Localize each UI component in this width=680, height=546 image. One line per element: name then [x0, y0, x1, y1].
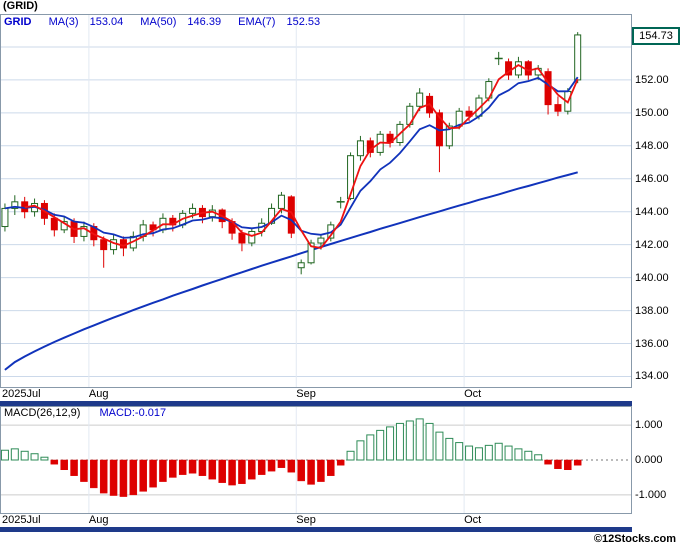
price-tick-label: 142.00	[635, 238, 669, 251]
price-tick-label: 138.00	[635, 304, 669, 317]
time-tick-label: Sep	[296, 514, 316, 526]
time-tick-label: Aug	[88, 514, 109, 526]
price-tick-label: 146.00	[635, 172, 669, 185]
macd-legend: MACD(26,12,9) MACD:-0.017	[4, 407, 166, 419]
price-tick-label: 148.00	[635, 139, 669, 152]
macd-tick-label: 0.000	[635, 454, 663, 466]
time-axis-macd: 2025Jul Aug Sep Oct	[0, 514, 632, 527]
price-tick-label: 134.00	[635, 370, 669, 383]
time-tick-label: Aug	[88, 388, 109, 400]
time-axis-main: 2025Jul Aug Sep Oct	[0, 388, 632, 401]
ma3-label: MA(3)	[48, 16, 79, 28]
last-price-badge: 154.73	[632, 26, 680, 45]
time-tick-label: Oct	[464, 514, 482, 526]
time-tick-label: Oct	[464, 388, 482, 400]
macd-chart[interactable]: MACD(26,12,9) MACD:-0.017	[0, 406, 632, 514]
price-axis: 154.73 152.00 150.00 148.00 146.00 144.00 142…	[632, 0, 680, 546]
time-tick-label: Sep	[296, 388, 316, 400]
price-tick-label: 150.00	[635, 106, 669, 119]
copyright-watermark: ©12Stocks.com	[593, 533, 676, 545]
ema7-label: EMA(7)	[238, 16, 276, 28]
macd-tick-label: -1.000	[635, 488, 667, 501]
footer-bar: ©12Stocks.com	[0, 532, 676, 546]
macd-chart-canvas[interactable]	[0, 406, 632, 514]
macd-tick-label: 1.000	[635, 419, 663, 432]
price-chart-canvas[interactable]	[0, 14, 632, 388]
price-chart[interactable]: GRID MA(3) 153.04 MA(50) 146.39 EMA(7) 1…	[0, 14, 632, 388]
time-tick-label: 2025Jul	[2, 514, 41, 526]
ma50-value: 146.39	[187, 16, 222, 28]
axis-divider-bar-top	[0, 401, 632, 406]
page-title-bar: (GRID)	[0, 0, 38, 14]
macd-value: MACD:-0.017	[99, 407, 167, 419]
price-tick-label: 140.00	[635, 271, 669, 284]
price-tick-label: 144.00	[635, 205, 669, 218]
time-tick-label: 2025Jul	[2, 388, 41, 400]
page-title: (GRID)	[3, 0, 38, 12]
symbol-label: GRID	[4, 16, 32, 28]
price-tick-label: 136.00	[635, 337, 669, 350]
price-tick-label: 152.00	[635, 73, 669, 86]
ma3-value: 153.04	[89, 16, 124, 28]
chart-legend: GRID MA(3) 153.04 MA(50) 146.39 EMA(7) 1…	[4, 16, 320, 28]
axis-divider-bar-bottom	[0, 527, 632, 532]
ema7-value: 152.53	[286, 16, 321, 28]
ma50-label: MA(50)	[140, 16, 177, 28]
macd-label: MACD(26,12,9)	[4, 407, 81, 419]
